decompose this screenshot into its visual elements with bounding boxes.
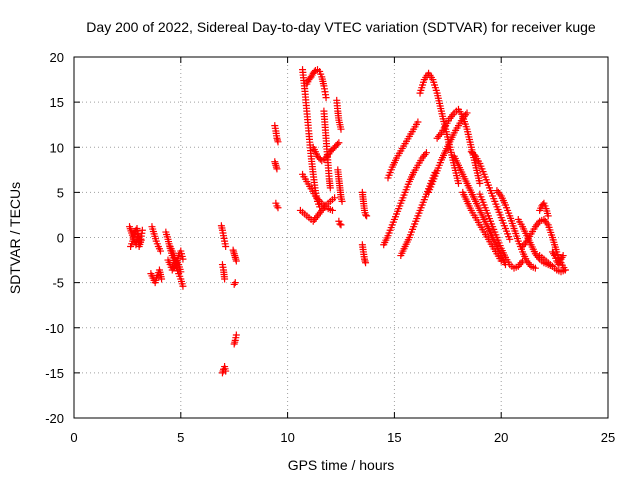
y-axis-ticks: -20 -15 -10 -5 0 5 10 15 20 <box>45 50 608 426</box>
series-arc-02 <box>127 224 145 251</box>
y-tick-label: 10 <box>50 140 64 155</box>
data-point <box>335 139 343 147</box>
data-point <box>273 165 281 173</box>
series-arc-19 <box>320 107 334 192</box>
series-arc-23 <box>333 96 345 133</box>
y-tick-label: -10 <box>45 321 64 336</box>
data-point <box>232 331 240 339</box>
y-tick-label: -5 <box>52 276 64 291</box>
data-point <box>333 140 341 148</box>
x-axis-ticks: 0 5 10 15 20 25 <box>70 57 615 445</box>
series-arc-08 <box>217 222 230 251</box>
series-arc-25 <box>335 217 345 229</box>
y-tick-label: 5 <box>57 185 64 200</box>
data-point <box>138 226 146 234</box>
series-arc-42 <box>536 252 569 276</box>
x-tick-label: 20 <box>494 430 508 445</box>
data-point <box>336 220 344 228</box>
data-point <box>230 280 238 288</box>
data-point <box>454 179 462 187</box>
series-arc-36 <box>467 148 514 243</box>
data-points <box>126 66 569 377</box>
y-tick-label: -20 <box>45 411 64 426</box>
data-point <box>470 151 478 159</box>
series-arc-21 <box>299 170 336 214</box>
grid-lines <box>74 57 608 418</box>
data-point <box>544 212 552 220</box>
data-point <box>414 118 422 126</box>
y-axis-label: SDTVAR / TECUs <box>7 182 23 294</box>
series-arc-26 <box>358 188 371 220</box>
data-point <box>506 235 514 243</box>
data-point <box>274 204 282 212</box>
series-arc-12 <box>230 279 239 288</box>
data-point <box>322 94 330 102</box>
x-tick-label: 15 <box>387 430 401 445</box>
series-arc-09 <box>218 261 229 283</box>
data-point <box>232 257 240 265</box>
series-arc-11 <box>229 246 240 265</box>
series-arc-14 <box>271 122 282 146</box>
data-point <box>337 125 345 133</box>
data-point <box>362 259 370 267</box>
data-point <box>179 255 187 263</box>
data-point <box>422 149 430 157</box>
x-tick-label: 0 <box>70 430 77 445</box>
series-arc-04 <box>148 223 165 255</box>
series-arc-16 <box>272 199 282 212</box>
data-point <box>561 266 569 274</box>
data-point <box>337 221 345 229</box>
data-point <box>222 367 230 375</box>
series-arc-10 <box>218 363 230 377</box>
data-point <box>363 212 371 220</box>
series-arc-29 <box>384 118 422 182</box>
series-arc-18 <box>303 66 330 102</box>
series-arc-24 <box>334 166 346 205</box>
data-point <box>463 109 471 117</box>
y-tick-label: 0 <box>57 231 64 246</box>
series-arc-13 <box>230 331 240 348</box>
series-arc-35 <box>459 188 505 265</box>
x-tick-label: 5 <box>177 430 184 445</box>
y-tick-label: -15 <box>45 366 64 381</box>
data-point <box>559 252 567 260</box>
chart-title: Day 200 of 2022, Sidereal Day-to-day VTE… <box>86 19 596 35</box>
data-point <box>328 206 336 214</box>
data-point <box>222 243 230 251</box>
data-point <box>179 282 187 290</box>
data-point <box>362 211 370 219</box>
y-tick-label: 20 <box>50 50 64 65</box>
series-arc-15 <box>271 158 281 173</box>
data-point <box>331 194 339 202</box>
data-point <box>137 236 145 244</box>
x-axis-label: GPS time / hours <box>288 457 395 473</box>
data-point <box>177 268 185 276</box>
series-arc-37 <box>476 190 527 272</box>
series-arc-27 <box>358 241 370 267</box>
series-arc-07 <box>166 243 187 267</box>
data-point <box>157 247 165 255</box>
series-arc-28 <box>380 149 430 249</box>
data-point <box>231 279 239 287</box>
data-point <box>497 257 505 265</box>
data-point <box>221 275 229 283</box>
series-arc-43 <box>548 248 567 269</box>
x-tick-label: 10 <box>280 430 294 445</box>
series-arc-32 <box>425 109 471 196</box>
y-tick-label: 15 <box>50 95 64 110</box>
data-point <box>531 264 539 272</box>
x-tick-label: 25 <box>601 430 615 445</box>
series-arc-33 <box>433 105 484 187</box>
data-point <box>326 184 334 192</box>
data-point <box>476 179 484 187</box>
series-arc-41 <box>536 199 552 220</box>
series-arc-22 <box>309 139 343 165</box>
data-point <box>274 138 282 146</box>
data-point <box>338 197 346 205</box>
series-arc-03 <box>147 266 166 287</box>
series-arc-20 <box>296 194 339 225</box>
data-point <box>158 275 166 283</box>
